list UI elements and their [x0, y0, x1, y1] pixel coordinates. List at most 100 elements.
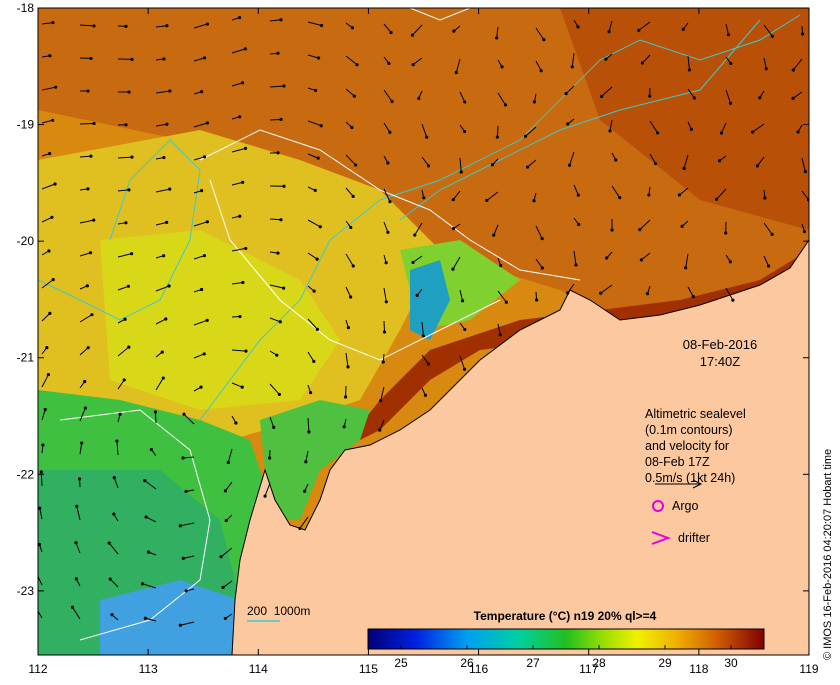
velocity-vector-head: [724, 231, 727, 234]
velocity-vector-head: [317, 56, 320, 59]
velocity-vector-head: [41, 443, 44, 446]
velocity-vector-head: [647, 193, 650, 196]
velocity-vector-head: [791, 97, 794, 100]
velocity-vector-head: [86, 284, 89, 287]
velocity-vector-head: [167, 284, 170, 287]
velocity-vector-head: [263, 495, 266, 498]
velocity-vector-head: [179, 524, 182, 527]
lon-tick-label: 118: [689, 662, 708, 676]
lat-tick-label: -20: [17, 234, 35, 248]
velocity-vector-head: [48, 312, 51, 315]
velocity-vector-head: [276, 151, 279, 154]
velocity-vector-head: [718, 159, 721, 162]
velocity-vector-head: [343, 425, 346, 428]
velocity-vector-head: [504, 103, 507, 106]
velocity-vector-head: [224, 489, 227, 492]
velocity-vector-head: [801, 32, 804, 35]
velocity-vector-head: [44, 408, 47, 411]
velocity-vector-head: [75, 577, 78, 580]
velocity-vector-head: [162, 254, 165, 257]
velocity-vector-head: [279, 218, 282, 221]
velocity-vector-head: [92, 122, 95, 125]
velocity-vector-head: [127, 188, 130, 191]
velocity-vector-head: [599, 292, 602, 295]
velocity-vector-head: [541, 266, 544, 269]
annotation-line-2: (0.1m contours): [645, 423, 733, 437]
lon-tick-label: 112: [28, 662, 47, 676]
velocity-vector-head: [150, 448, 153, 451]
velocity-vector-head: [568, 164, 571, 167]
velocity-vector-head: [499, 333, 502, 336]
velocity-vector-head: [688, 68, 691, 71]
velocity-vector-head: [355, 63, 358, 66]
velocity-vector-head: [200, 288, 203, 291]
velocity-vector-head: [692, 295, 695, 298]
velocity-vector-head: [124, 221, 127, 224]
velocity-vector-head: [387, 62, 390, 65]
velocity-vector-head: [316, 328, 319, 331]
velocity-vector-head: [532, 199, 535, 202]
velocity-vector-head: [452, 227, 455, 230]
velocity-vector-head: [715, 198, 718, 201]
velocity-vector-head: [113, 476, 116, 479]
velocity-vector-head: [656, 131, 659, 134]
velocity-vector-head: [648, 94, 651, 97]
velocity-vector-head: [638, 228, 641, 231]
velocity-vector-head: [314, 189, 317, 192]
velocity-vector-head: [165, 24, 168, 27]
velocity-vector-head: [424, 394, 427, 397]
velocity-vector-head: [574, 263, 577, 266]
velocity-vector-head: [279, 320, 282, 323]
velocity-vector-head: [45, 346, 48, 349]
velocity-vector-head: [351, 26, 354, 29]
velocity-vector-head: [452, 198, 455, 201]
velocity-vector-head: [282, 84, 285, 87]
velocity-vector-head: [646, 292, 649, 295]
velocity-vector-head: [89, 57, 92, 60]
velocity-vector-head: [690, 128, 693, 131]
velocity-vector-head: [206, 319, 209, 322]
velocity-vector-head: [127, 345, 130, 348]
velocity-vector-head: [463, 130, 466, 133]
velocity-vector-head: [347, 326, 350, 329]
velocity-vector-head: [541, 237, 544, 240]
velocity-vector-head: [225, 519, 228, 522]
velocity-vector-head: [378, 429, 381, 432]
velocity-vector-head: [109, 578, 112, 581]
velocity-vector-head: [758, 96, 761, 99]
velocity-vector-head: [162, 156, 165, 159]
velocity-vector-head: [241, 81, 244, 84]
colorbar-tick-label: 30: [724, 656, 738, 670]
lat-tick-label: -19: [17, 118, 35, 132]
velocity-vector-head: [279, 18, 282, 21]
velocity-vector: [497, 126, 498, 137]
velocity-vector-head: [388, 200, 391, 203]
velocity-vector-head: [234, 421, 237, 424]
velocity-vector-head: [185, 490, 188, 493]
velocity-vector-head: [162, 57, 165, 60]
velocity-vector-head: [767, 264, 770, 267]
velocity-vector-head: [571, 65, 574, 68]
velocity-vector-head: [123, 318, 126, 321]
velocity-vector-head: [682, 28, 685, 31]
velocity-vector-head: [130, 58, 133, 61]
velocity-vector-head: [48, 152, 51, 155]
velocity-vector-head: [54, 86, 57, 89]
velocity-vector-head: [388, 131, 391, 134]
velocity-vector-head: [350, 126, 353, 129]
velocity-vector-head: [352, 264, 355, 267]
velocity-vector-head: [313, 290, 316, 293]
velocity-vector-head: [383, 330, 386, 333]
velocity-vector-head: [386, 161, 389, 164]
velocity-vector-head: [227, 461, 230, 464]
velocity-vector-head: [417, 97, 420, 100]
velocity-vector-head: [312, 360, 315, 363]
velocity-vector-head: [637, 29, 640, 32]
velocity-vector-head: [792, 68, 795, 71]
velocity-vector-head: [161, 350, 164, 353]
velocity-vector-head: [524, 135, 527, 138]
colorbar-tick-label: 25: [394, 656, 408, 670]
velocity-vector-head: [182, 557, 185, 560]
velocity-vector-head: [354, 163, 357, 166]
